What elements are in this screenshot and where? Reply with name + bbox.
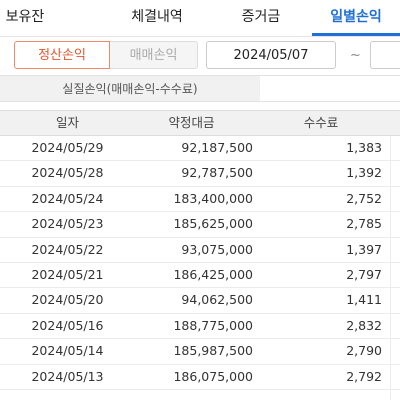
amount-cell: 94,062,500 xyxy=(181,292,253,308)
summary-row: 실질손익(매매손익-수수료) xyxy=(0,75,400,102)
net-pnl-value xyxy=(260,75,400,102)
table-row[interactable]: 2024/05/13 186,075,000 2,792 xyxy=(0,365,400,390)
fee-cell: 1,383 xyxy=(346,140,382,155)
date-cell: 2024/05/29 xyxy=(31,140,104,155)
date-range-separator: ~ xyxy=(350,48,361,63)
amount-cell: 186,425,000 xyxy=(173,267,253,282)
tab-daily-pnl[interactable]: 일별손익 xyxy=(330,9,382,25)
fee-cell: 2,792 xyxy=(346,368,382,384)
amount-cell: 185,987,500 xyxy=(173,343,253,359)
column-divider xyxy=(390,136,391,400)
fee-cell: 2,832 xyxy=(346,317,382,333)
tab-executions[interactable]: 체결내역 xyxy=(131,9,183,25)
column-header-date: 일자 xyxy=(55,115,79,130)
date-cell: 2024/05/14 xyxy=(31,343,104,359)
fee-cell: 1,397 xyxy=(346,241,382,257)
date-cell: 2024/05/21 xyxy=(31,267,104,282)
table-row[interactable]: 2024/05/16 188,775,000 2,832 xyxy=(0,314,400,340)
table-row[interactable]: 2024/05/22 93,075,000 1,397 xyxy=(0,238,400,263)
trading-pnl-toggle[interactable]: 매매손익 xyxy=(110,41,198,69)
tab-margin[interactable]: 증거금 xyxy=(241,9,281,25)
amount-cell: 92,187,500 xyxy=(181,140,253,155)
column-header-amount: 약정대금 xyxy=(168,115,215,130)
amount-cell: 183,400,000 xyxy=(173,190,253,206)
date-cell: 2024/05/13 xyxy=(31,368,104,384)
tab-divider xyxy=(0,36,400,37)
date-cell: 2024/05/28 xyxy=(31,165,104,181)
column-header-fee: 수수료 xyxy=(303,115,339,130)
fee-cell: 1,392 xyxy=(346,165,382,181)
amount-cell: 92,787,500 xyxy=(181,165,253,181)
date-cell: 2024/05/22 xyxy=(31,241,104,257)
fee-cell: 1,411 xyxy=(346,292,382,308)
table-row[interactable]: 2024/05/20 94,062,500 1,411 xyxy=(0,288,400,314)
start-date-field[interactable]: 2024/05/07 xyxy=(206,41,336,69)
date-cell: 2024/05/23 xyxy=(31,216,104,232)
fee-cell: 2,797 xyxy=(346,267,382,282)
table-row[interactable]: 2024/05/14 185,987,500 2,790 xyxy=(0,339,400,365)
table-row[interactable]: 2024/05/29 92,187,500 1,383 xyxy=(0,136,400,162)
table-row[interactable]: 2024/05/24 183,400,000 2,752 xyxy=(0,187,400,213)
table-header: 일자 약정대금 수수료 xyxy=(0,110,400,136)
fee-cell: 2,790 xyxy=(346,343,382,359)
amount-cell: 186,075,000 xyxy=(173,368,253,384)
active-tab-indicator xyxy=(312,33,400,36)
date-cell: 2024/05/24 xyxy=(31,190,104,206)
end-date-field[interactable] xyxy=(370,41,400,69)
tab-holdings[interactable]: 보유잔고 xyxy=(5,9,45,59)
table-row[interactable]: 2024/05/23 185,625,000 2,785 xyxy=(0,212,400,238)
settlement-pnl-toggle[interactable]: 정산손익 xyxy=(14,41,110,69)
table-row[interactable]: 2024/05/28 92,787,500 1,392 xyxy=(0,161,400,187)
fee-cell: 2,752 xyxy=(346,190,382,206)
net-pnl-label: 실질손익(매매손익-수수료) xyxy=(0,75,260,102)
amount-cell: 188,775,000 xyxy=(173,317,253,333)
amount-cell: 93,075,000 xyxy=(181,241,253,257)
date-cell: 2024/05/16 xyxy=(31,317,104,333)
tab-bar: 보유잔고 체결내역 증거금 일별손익 xyxy=(0,0,400,59)
table-row[interactable]: 2024/05/21 186,425,000 2,797 xyxy=(0,263,400,289)
date-cell: 2024/05/20 xyxy=(31,292,104,308)
filter-row: 정산손익 매매손익 2024/05/07 ~ xyxy=(0,37,400,75)
amount-cell: 185,625,000 xyxy=(173,216,253,232)
fee-cell: 2,785 xyxy=(346,216,382,232)
